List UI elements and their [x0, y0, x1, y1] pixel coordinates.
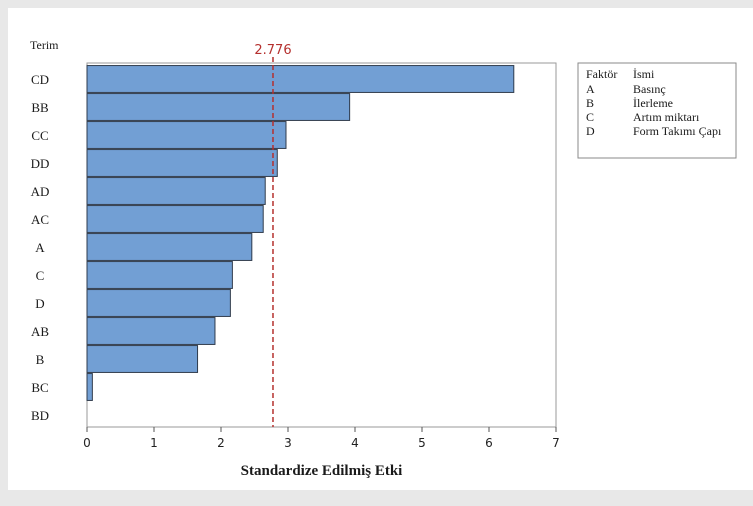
- category-label-ac: AC: [31, 212, 49, 227]
- category-label-a: A: [35, 240, 45, 255]
- legend-header-factor: Faktör: [586, 67, 617, 81]
- category-label-ad: AD: [31, 184, 50, 199]
- category-label-dd: DD: [31, 156, 50, 171]
- bar-bb: [86, 93, 351, 121]
- bar-ab: [86, 317, 216, 345]
- category-label-bd: BD: [31, 408, 49, 423]
- bar-b: [86, 345, 199, 373]
- bar-bc: [86, 373, 93, 401]
- x-tick-label-7: 7: [552, 436, 560, 450]
- category-label-bb: BB: [31, 100, 49, 115]
- x-tick-label-3: 3: [284, 436, 292, 450]
- x-tick-label-5: 5: [418, 436, 426, 450]
- x-tick-label-2: 2: [217, 436, 225, 450]
- legend-name-d: Form Takımı Çapı: [633, 124, 722, 138]
- bar-dd: [86, 149, 278, 177]
- category-label-b: B: [36, 352, 45, 367]
- x-tick-label-4: 4: [351, 436, 359, 450]
- y-axis-label: Terim: [30, 38, 59, 52]
- category-label-d: D: [35, 296, 44, 311]
- bar-d: [86, 289, 231, 317]
- x-tick-label-6: 6: [485, 436, 493, 450]
- legend-header-name: İsmi: [633, 67, 655, 81]
- category-label-cc: CC: [31, 128, 48, 143]
- bar-a: [86, 233, 253, 261]
- x-tick-label-1: 1: [150, 436, 158, 450]
- category-label-c: C: [36, 268, 45, 283]
- legend-name-b: İlerleme: [633, 96, 673, 110]
- legend-factor-d: D: [586, 124, 595, 138]
- bar-cc: [86, 121, 287, 149]
- x-tick-label-0: 0: [83, 436, 91, 450]
- legend-name-a: Basınç: [633, 82, 666, 96]
- legend-factor-c: C: [586, 110, 594, 124]
- category-label-cd: CD: [31, 72, 49, 87]
- bar-cd: [86, 65, 515, 93]
- category-label-bc: BC: [31, 380, 48, 395]
- reference-line-label: 2.776: [254, 43, 291, 58]
- bar-ad: [86, 177, 266, 205]
- legend-factor-a: A: [586, 82, 595, 96]
- bar-ac: [86, 205, 264, 233]
- category-label-ab: AB: [31, 324, 49, 339]
- bar-c: [86, 261, 233, 289]
- legend-name-c: Artım miktarı: [633, 110, 700, 124]
- legend-factor-b: B: [586, 96, 594, 110]
- x-axis-label: Standardize Edilmiş Etki: [241, 463, 403, 479]
- legend-box: [577, 62, 737, 159]
